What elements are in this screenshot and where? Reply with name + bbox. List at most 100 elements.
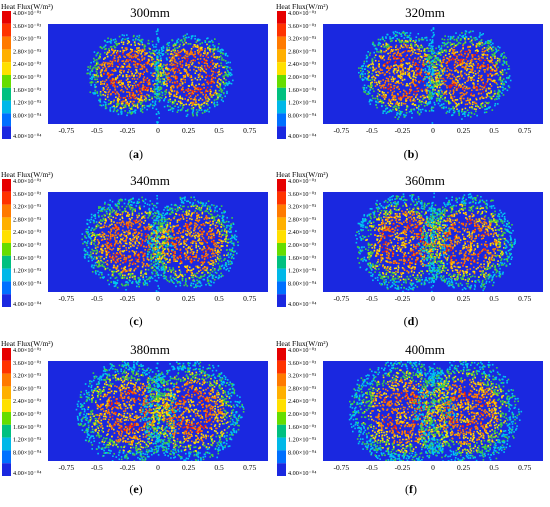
heat-cell	[146, 258, 149, 260]
heat-cell	[136, 202, 138, 205]
heat-cell	[82, 242, 84, 245]
heat-cell	[494, 73, 496, 76]
heat-cell	[148, 280, 151, 283]
heat-cell	[121, 212, 124, 214]
heat-cell	[508, 86, 511, 89]
heat-cell	[375, 100, 377, 103]
heat-cell	[155, 69, 157, 72]
heat-cell	[386, 107, 389, 110]
heat-cell	[169, 105, 171, 108]
heat-cell	[137, 54, 139, 57]
heat-cell	[117, 52, 119, 54]
heat-cell	[147, 212, 149, 215]
heat-cell	[417, 53, 420, 55]
heat-cell	[143, 79, 145, 82]
heat-cell	[116, 252, 118, 254]
heat-cell	[191, 63, 193, 66]
colorbar-segment	[2, 113, 11, 127]
heat-cell	[137, 233, 139, 236]
heat-cell	[101, 231, 104, 234]
heat-cell	[107, 74, 110, 76]
heat-cell	[418, 38, 420, 40]
heat-cell	[133, 228, 135, 231]
heat-cell	[163, 252, 165, 254]
heat-cell	[134, 94, 137, 97]
x-tick-label: 0.25	[182, 126, 195, 135]
heat-cell	[224, 82, 227, 84]
heat-cell	[386, 62, 389, 65]
heat-cell	[467, 87, 470, 90]
heat-cell	[156, 233, 158, 235]
heat-cell	[102, 234, 104, 237]
heat-cell	[462, 35, 465, 37]
heat-cell	[442, 58, 445, 61]
heat-cell	[430, 50, 433, 52]
heat-cell	[405, 91, 407, 93]
heat-cell	[434, 73, 437, 75]
heat-cell	[128, 41, 130, 43]
heat-cell	[451, 80, 454, 82]
heat-cell	[138, 51, 141, 53]
heat-cell	[480, 79, 483, 82]
heatmap-svg: Heat Flux(W/m²)4.00×10⁻⁰³3.60×10⁻⁰³3.20×…	[1, 2, 268, 140]
heat-cell	[404, 90, 406, 93]
heat-cell	[419, 55, 422, 58]
heat-cell	[434, 76, 437, 78]
heat-cell	[489, 95, 491, 98]
heat-cell	[397, 75, 400, 78]
heat-cell	[162, 49, 165, 52]
heat-cell	[147, 212, 149, 214]
heat-cell	[205, 62, 207, 64]
heat-cell	[100, 104, 103, 107]
heat-cell	[170, 88, 172, 91]
heat-cell	[440, 83, 442, 86]
heat-cell	[360, 73, 362, 76]
heat-cell	[212, 70, 215, 73]
heat-cell	[176, 41, 178, 43]
heat-cell	[112, 59, 115, 61]
heat-cell	[446, 62, 448, 65]
heat-cell	[111, 256, 114, 259]
heat-cell	[109, 255, 111, 258]
heat-cell	[489, 46, 492, 49]
heat-cell	[208, 90, 211, 92]
heat-cell	[102, 89, 104, 91]
heat-cell	[437, 63, 439, 66]
heat-cell	[140, 237, 142, 240]
heat-cell	[184, 70, 187, 73]
heat-cell	[125, 79, 128, 81]
heat-cell	[189, 69, 191, 71]
heat-cell	[369, 89, 371, 91]
heat-cell	[121, 217, 124, 220]
heat-cell	[153, 88, 155, 90]
heat-cell	[224, 53, 227, 55]
heat-cell	[469, 99, 472, 101]
heat-cell	[473, 101, 476, 103]
heat-cell	[362, 73, 364, 76]
heat-cell	[136, 214, 138, 217]
heat-cell	[165, 57, 168, 59]
heat-cell	[100, 94, 102, 97]
heat-cell	[183, 43, 185, 46]
heat-cell	[138, 89, 141, 92]
heat-cell	[88, 254, 91, 257]
heat-cell	[181, 88, 183, 91]
heat-cell	[147, 249, 149, 251]
heat-cell	[449, 58, 451, 61]
heat-cell	[378, 100, 381, 103]
heat-cell	[460, 38, 462, 40]
heat-cell	[96, 68, 99, 71]
heat-cell	[135, 86, 137, 88]
heat-cell	[179, 63, 182, 65]
heat-cell	[467, 55, 469, 57]
heat-cell	[119, 107, 122, 110]
heat-cell	[109, 232, 111, 234]
heat-cell	[155, 212, 157, 214]
heat-cell	[464, 81, 466, 84]
heat-cell	[114, 281, 116, 283]
heat-cell	[373, 90, 375, 93]
heat-cell	[115, 81, 118, 84]
heat-cell	[467, 99, 469, 101]
heat-cell	[409, 82, 411, 85]
heat-cell	[475, 60, 478, 63]
